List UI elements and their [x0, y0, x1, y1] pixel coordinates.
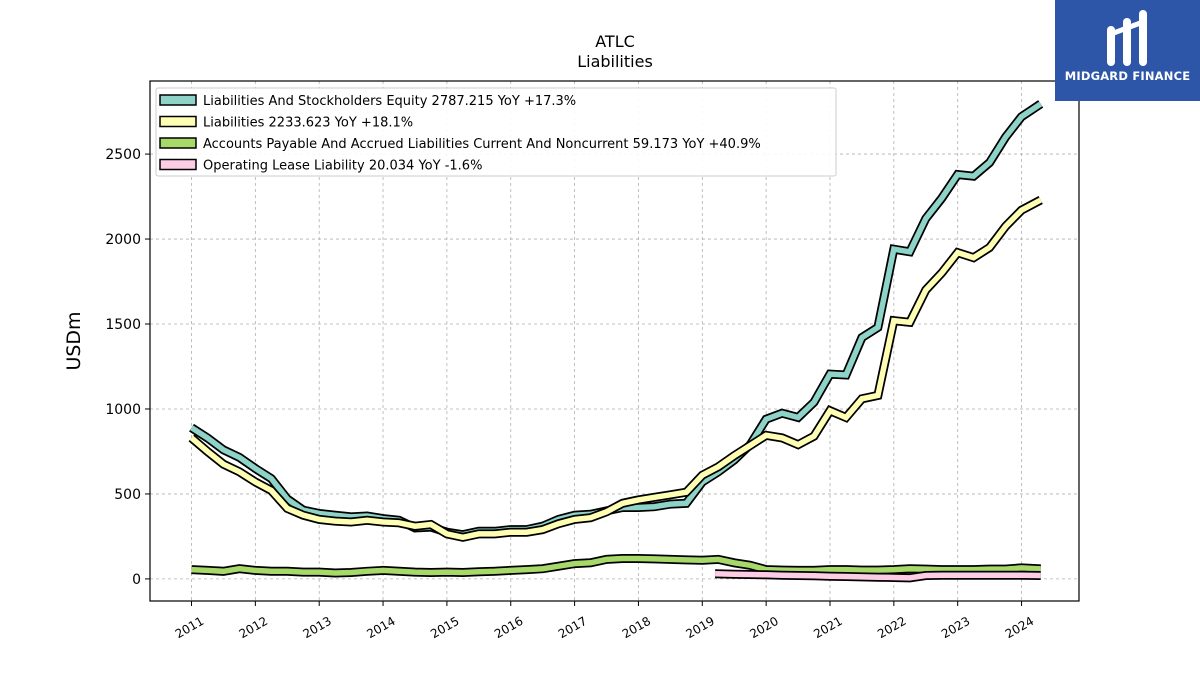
x-tick-label: 2011 [173, 614, 206, 641]
y-tick-label: 0 [132, 572, 141, 588]
legend-item: Operating Lease Liability 20.034 YoY -1.… [159, 158, 482, 174]
x-tick-label: 2015 [428, 614, 461, 641]
x-tick-label: 2016 [492, 614, 525, 641]
legend-item: Accounts Payable And Accrued Liabilities… [159, 137, 761, 152]
series-lines [188, 100, 1044, 583]
x-tick-label: 2012 [237, 614, 270, 641]
brand-logo-mark-icon [1107, 10, 1147, 66]
legend-swatch [159, 158, 197, 171]
y-tick-label: 1000 [105, 402, 141, 418]
legend-label: Liabilities 2233.623 YoY +18.1% [203, 116, 413, 131]
legend-label: Operating Lease Liability 20.034 YoY -1.… [203, 159, 482, 174]
x-tick-label: 2017 [556, 614, 589, 641]
series-line-fill [189, 197, 1042, 541]
y-tick-label: 1500 [105, 317, 141, 333]
series-line-fill [191, 555, 1041, 576]
y-axis-label: USDm [63, 311, 85, 370]
series-line [188, 196, 1043, 542]
legend-label: Liabilities And Stockholders Equity 2787… [203, 94, 576, 109]
y-tick-label: 500 [114, 487, 141, 503]
y-tick-label: 2000 [105, 232, 141, 248]
legend-swatch [159, 94, 197, 106]
brand-logo: MIDGARD FINANCE [1055, 0, 1200, 101]
brand-name: MIDGARD FINANCE [1064, 69, 1191, 83]
x-tick-label: 2022 [875, 614, 908, 641]
series-line [715, 569, 1041, 583]
x-tick-label: 2023 [939, 614, 972, 641]
legend-swatch [159, 115, 197, 128]
chart-title: ATLC [595, 32, 635, 51]
legend: Liabilities And Stockholders Equity 2787… [155, 87, 837, 177]
plot-frame [149, 80, 1080, 602]
x-tick-label: 2024 [1003, 614, 1036, 641]
series-line-fill [715, 571, 1041, 581]
x-tick-label: 2021 [811, 614, 844, 641]
x-tick-label: 2019 [684, 614, 717, 641]
x-tick-label: 2013 [300, 614, 333, 641]
x-tick-label: 2014 [364, 614, 397, 641]
legend-item: Liabilities And Stockholders Equity 2787… [159, 94, 576, 109]
y-tick-label: 2500 [105, 147, 141, 163]
series-line [191, 554, 1041, 578]
x-tick-label: 2020 [747, 614, 780, 641]
chart-subtitle: Liabilities [577, 52, 653, 71]
legend-box [155, 87, 837, 177]
legend-item: Liabilities 2233.623 YoY +18.1% [159, 115, 413, 131]
x-tick-label: 2018 [620, 614, 653, 641]
legend-swatch [159, 137, 197, 149]
legend-label: Accounts Payable And Accrued Liabilities… [203, 137, 761, 152]
